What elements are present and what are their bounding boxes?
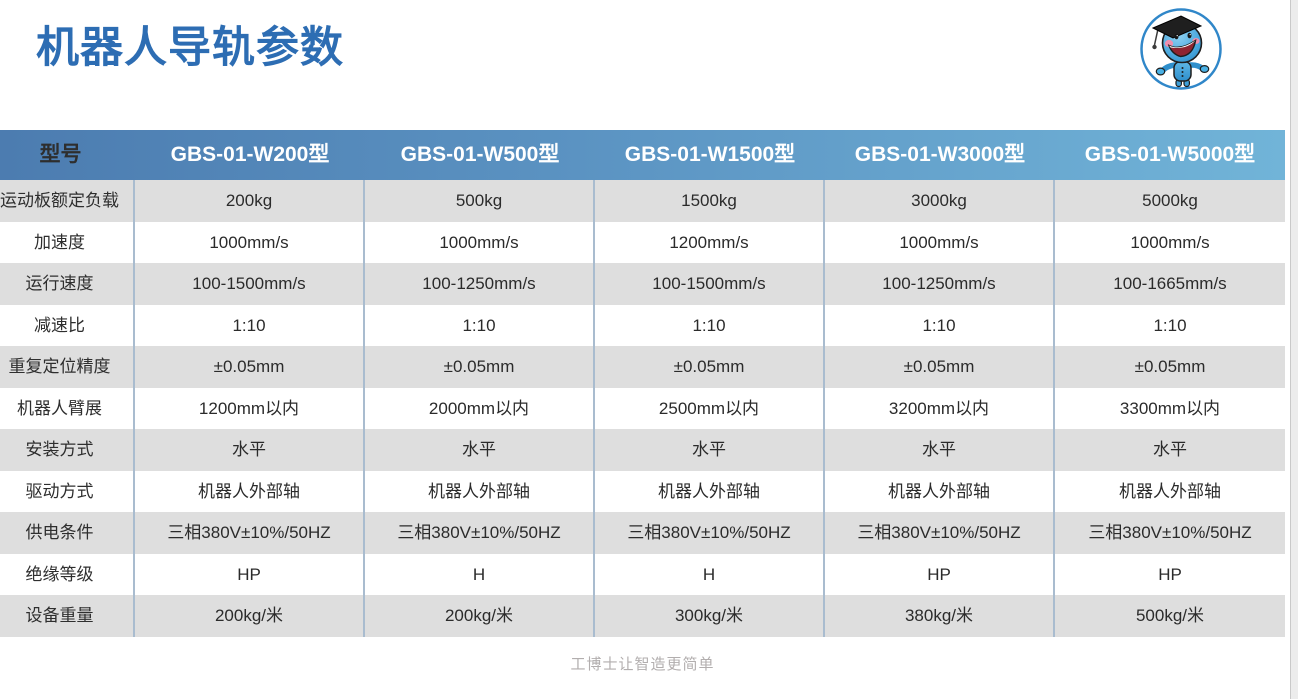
value-cell: 1:10 xyxy=(825,304,1055,346)
value-cell: H xyxy=(595,553,825,595)
row-label-cell: 供电条件 xyxy=(0,512,135,554)
value-cell: ±0.05mm xyxy=(1134,357,1206,376)
value-cell: 100-1500mm/s xyxy=(135,263,365,305)
value-cell: 380kg/米 xyxy=(825,595,1055,637)
row-label-cell: 驱动方式 xyxy=(0,470,135,512)
row-label-cell: 绝缘等级 xyxy=(0,553,135,595)
value-cell: 500kg/米 xyxy=(1135,606,1205,625)
value-cell: 1000mm/s xyxy=(135,221,365,263)
value-cell: 200kg/米 xyxy=(365,595,595,637)
value-cell: 三相380V±10%/50HZ xyxy=(825,512,1055,554)
footer-slogan: 工博士让智造更简单 xyxy=(570,656,715,673)
gongboshi-mascot-logo xyxy=(1139,7,1223,91)
value-cell: 机器人外部轴 xyxy=(825,470,1055,512)
value-cell: HP xyxy=(825,553,1055,595)
table-row: 运行速度 100-1500mm/s 100-1250mm/s 100-1500mm/s… xyxy=(0,263,1285,305)
page-title: 机器人导轨参数 xyxy=(36,24,344,72)
row-label-cell: 安装方式 xyxy=(0,429,135,471)
value-cell: 机器人外部轴 xyxy=(135,470,365,512)
value-cell: 1:10 xyxy=(1153,315,1187,335)
row-label-cell: 重复定位精度 xyxy=(0,346,135,388)
table-row: 供电条件 三相380V±10%/50HZ 三相380V±10%/50HZ 三相380V… xyxy=(0,512,1285,554)
value-cell: 300kg/米 xyxy=(595,595,825,637)
value-cell: 200kg/米 xyxy=(135,595,365,637)
table-header-row: 型号 GBS-01-W200型 GBS-01-W500型 GBS-01-W1500型 G… xyxy=(0,130,1285,180)
value-cell: 水平 xyxy=(1153,440,1187,459)
value-cell: 水平 xyxy=(825,429,1055,471)
row-label-cell: 机器人臂展 xyxy=(0,387,135,429)
value-cell: 水平 xyxy=(595,429,825,471)
value-cell: ±0.05mm xyxy=(365,346,595,388)
model-column-header: GBS-01-W500型 xyxy=(400,143,560,166)
value-cell: 100-1665mm/s xyxy=(1113,274,1227,293)
value-cell: 100-1250mm/s xyxy=(365,263,595,305)
model-column-header: GBS-01-W200型 xyxy=(170,143,330,166)
value-cell: 3000kg xyxy=(825,180,1055,222)
model-column-header: GBS-01-W1500型 xyxy=(624,143,796,166)
value-cell: 2500mm以内 xyxy=(595,387,825,429)
value-cell: 2000mm以内 xyxy=(365,387,595,429)
value-cell: 1500kg xyxy=(595,180,825,222)
value-cell: 1:10 xyxy=(595,304,825,346)
value-cell: 1:10 xyxy=(135,304,365,346)
row-label-cell: 减速比 xyxy=(0,304,135,346)
value-cell: ±0.05mm xyxy=(595,346,825,388)
value-cell: ±0.05mm xyxy=(135,346,365,388)
value-cell: 机器人外部轴 xyxy=(365,470,595,512)
model-column-header: 型号 xyxy=(39,143,82,166)
value-cell: 1200mm以内 xyxy=(135,387,365,429)
value-cell: H xyxy=(365,553,595,595)
table-row: 驱动方式 机器人外部轴 机器人外部轴 机器人外部轴 机器人外部轴 机器人外部轴 xyxy=(0,470,1285,512)
value-cell: 1000mm/s xyxy=(825,221,1055,263)
value-cell: 水平 xyxy=(135,429,365,471)
row-label-cell: 设备重量 xyxy=(0,595,135,637)
model-column-header: GBS-01-W3000型 xyxy=(854,143,1026,166)
value-cell: 5000kg xyxy=(1142,191,1198,210)
row-label-cell: 运动板额定负载 xyxy=(0,180,135,222)
value-cell: 1200mm/s xyxy=(595,221,825,263)
value-cell: 200kg xyxy=(135,180,365,222)
value-cell: 三相380V±10%/50HZ xyxy=(135,512,365,554)
table-row: 绝缘等级 HP H H HP HP xyxy=(0,553,1285,595)
table-row: 安装方式 水平 水平 水平 水平 水平 xyxy=(0,429,1285,471)
page-edge-strip xyxy=(1290,0,1298,699)
table-row: 机器人臂展 1200mm以内 2000mm以内 2500mm以内 3200mm以内 330… xyxy=(0,387,1285,429)
table-row: 减速比 1:10 1:10 1:10 1:10 1:10 xyxy=(0,304,1285,346)
value-cell: HP xyxy=(135,553,365,595)
value-cell: 100-1500mm/s xyxy=(595,263,825,305)
model-column-header: GBS-01-W5000型 xyxy=(1084,143,1256,166)
value-cell: 1000mm/s xyxy=(365,221,595,263)
value-cell: 1000mm/s xyxy=(1130,232,1210,252)
value-cell: ±0.05mm xyxy=(825,346,1055,388)
value-cell: 三相380V±10%/50HZ xyxy=(365,512,595,554)
table-row: 加速度 1000mm/s 1000mm/s 1200mm/s 1000mm/s 1000m… xyxy=(0,221,1285,263)
value-cell: 500kg xyxy=(365,180,595,222)
value-cell: 3300mm以内 xyxy=(1119,398,1221,418)
table-row: 设备重量 200kg/米 200kg/米 300kg/米 380kg/米 500kg/米 xyxy=(0,595,1285,637)
value-cell: 100-1250mm/s xyxy=(825,263,1055,305)
spec-table: 型号 GBS-01-W200型 GBS-01-W500型 GBS-01-W1500型 G… xyxy=(0,130,1285,637)
value-cell: 机器人外部轴 xyxy=(595,470,825,512)
value-cell: HP xyxy=(1158,564,1182,584)
value-cell: 水平 xyxy=(365,429,595,471)
table-row: 运动板额定负载 200kg 500kg 1500kg 3000kg 5000kg xyxy=(0,180,1285,222)
value-cell: 1:10 xyxy=(365,304,595,346)
row-label-cell: 加速度 xyxy=(0,221,135,263)
table-row: 重复定位精度 ±0.05mm ±0.05mm ±0.05mm ±0.05mm ±0.05m… xyxy=(0,346,1285,388)
value-cell: 三相380V±10%/50HZ xyxy=(1088,523,1252,542)
gongboshi-mascot-graduate-icon xyxy=(1140,8,1222,90)
row-label-cell: 运行速度 xyxy=(0,263,135,305)
value-cell: 机器人外部轴 xyxy=(1119,481,1221,501)
value-cell: 三相380V±10%/50HZ xyxy=(595,512,825,554)
value-cell: 3200mm以内 xyxy=(825,387,1055,429)
